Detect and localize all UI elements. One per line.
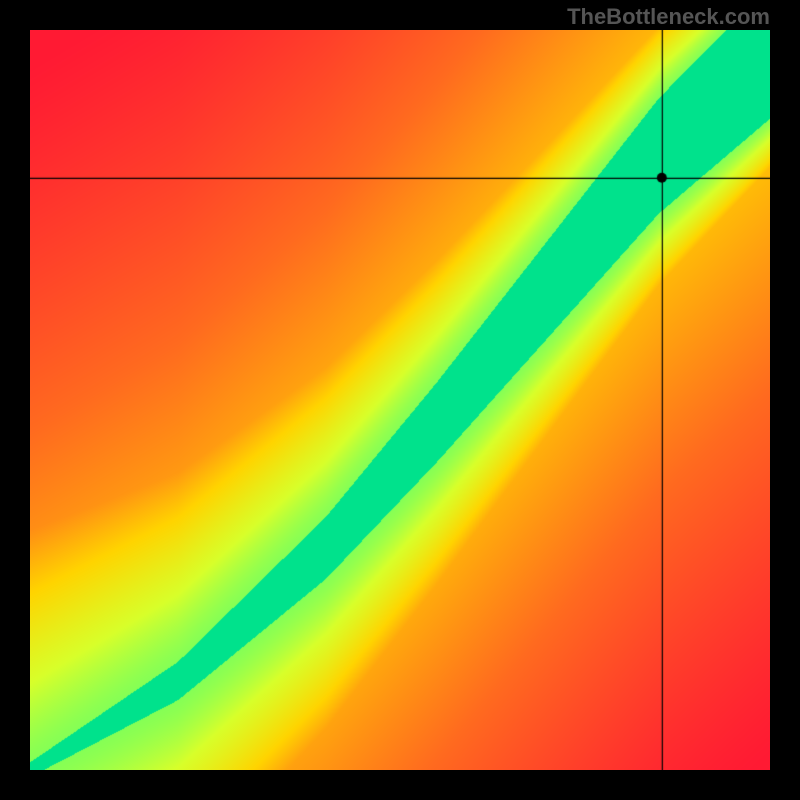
watermark-text: TheBottleneck.com: [567, 4, 770, 30]
chart-container: TheBottleneck.com: [0, 0, 800, 800]
crosshair-overlay: [30, 30, 770, 770]
